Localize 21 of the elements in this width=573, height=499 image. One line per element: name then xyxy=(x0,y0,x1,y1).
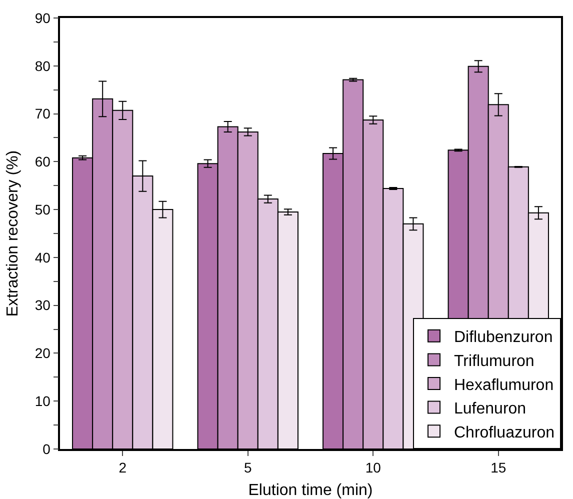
x-tick-label: 10 xyxy=(365,460,382,476)
y-tick-label: 60 xyxy=(34,154,51,170)
y-tick-label: 50 xyxy=(34,201,51,218)
legend-label: Hexaflumuron xyxy=(454,376,554,394)
legend-label: Triflumuron xyxy=(454,352,534,370)
y-tick-label: 0 xyxy=(42,440,51,457)
y-tick-label: 20 xyxy=(34,345,51,362)
y-axis-title: Extraction recovery (%) xyxy=(4,150,22,317)
legend-label: Diflubenzuron xyxy=(454,329,553,346)
y-tick-label: 30 xyxy=(34,297,51,314)
y-tick-label: 40 xyxy=(34,249,51,266)
x-tick-label: 15 xyxy=(490,460,506,476)
legend-label: Lufenuron xyxy=(454,400,526,418)
y-tick-label: 70 xyxy=(34,106,51,122)
x-tick-label: 5 xyxy=(244,460,252,476)
x-tick-label: 2 xyxy=(118,460,127,476)
y-tick-label: 80 xyxy=(34,58,51,74)
y-tick-label: 10 xyxy=(34,393,51,410)
y-tick-label: 90 xyxy=(34,10,51,26)
legend-label: Chrofluazuron xyxy=(454,424,554,442)
x-axis-title: Elution time (min) xyxy=(248,482,373,499)
